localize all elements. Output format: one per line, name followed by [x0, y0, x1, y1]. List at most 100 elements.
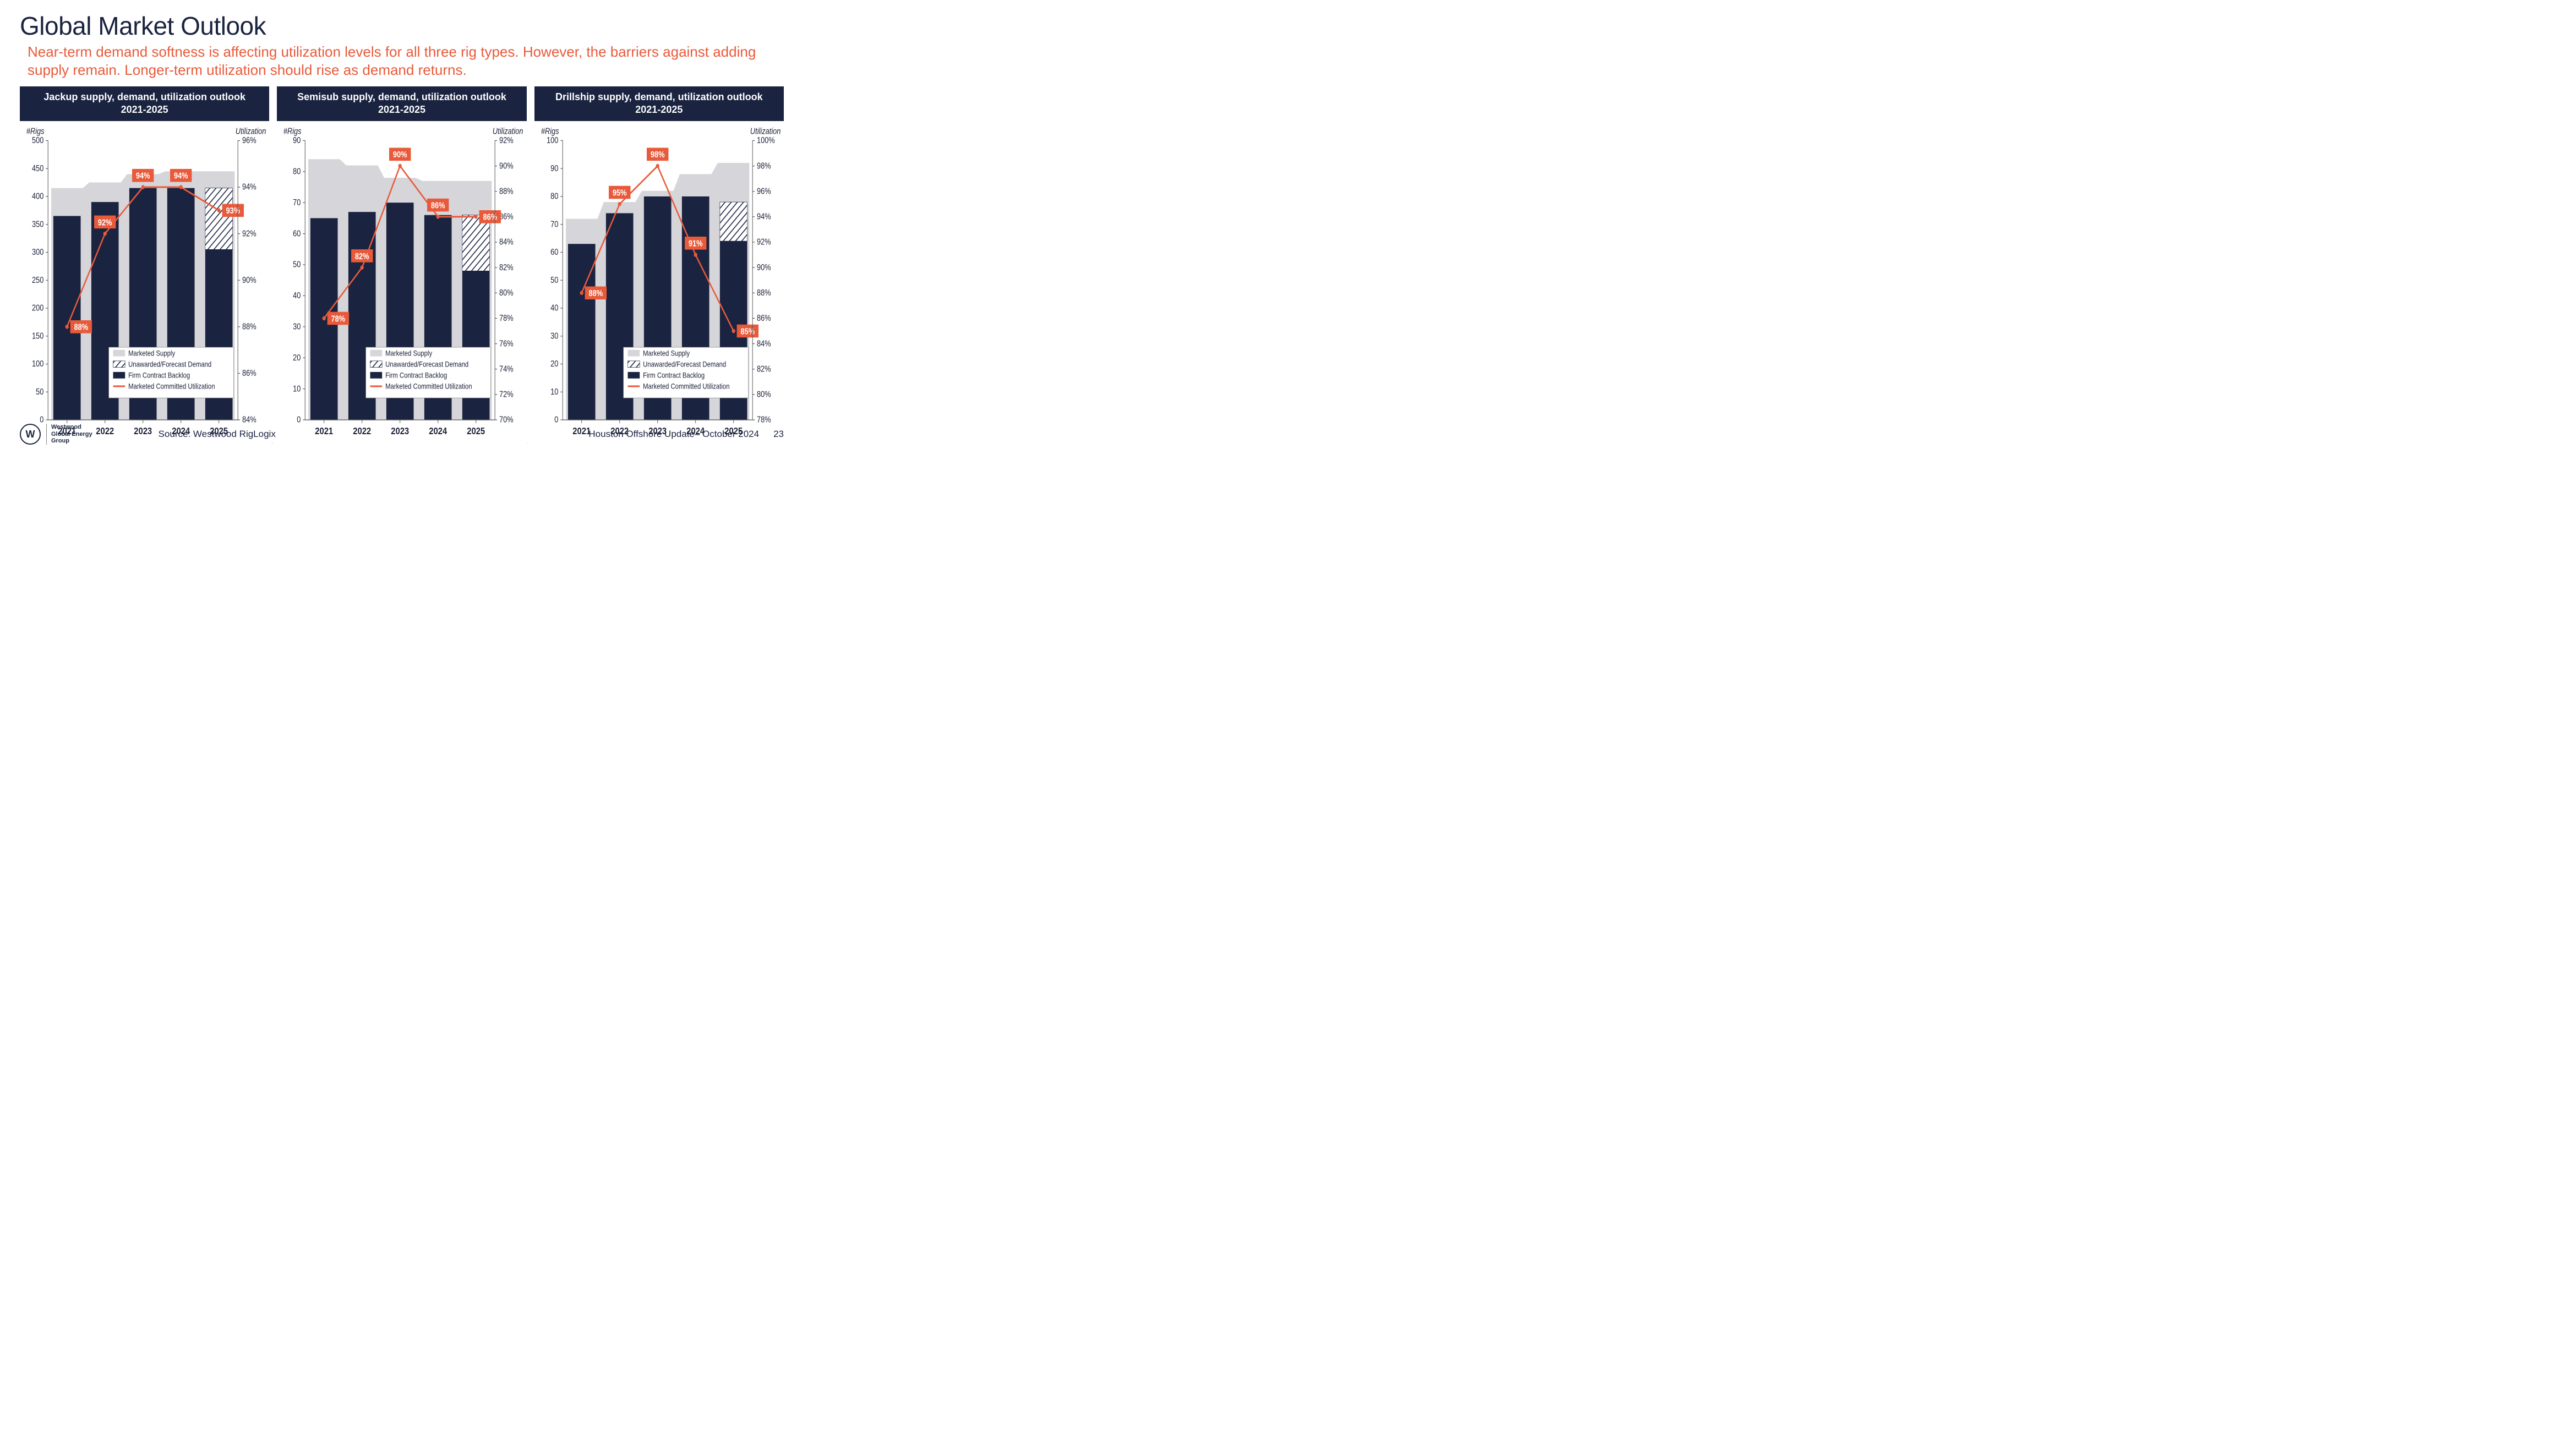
svg-text:150: 150 [32, 331, 43, 340]
svg-text:80%: 80% [499, 288, 514, 297]
svg-text:500: 500 [32, 135, 43, 145]
chart-title-jackup: Jackup supply, demand, utilization outlo… [20, 86, 269, 121]
svg-text:88%: 88% [74, 322, 89, 331]
svg-text:76%: 76% [499, 338, 514, 348]
svg-text:70: 70 [550, 219, 558, 228]
svg-text:Marketed Supply: Marketed Supply [385, 349, 433, 357]
svg-text:60: 60 [293, 228, 301, 238]
company-name: WestwoodGlobal EnergyGroup [46, 424, 92, 445]
svg-text:92%: 92% [242, 228, 256, 238]
svg-text:92%: 92% [98, 217, 112, 227]
svg-text:100: 100 [547, 135, 558, 145]
svg-text:96%: 96% [757, 186, 771, 195]
svg-text:98%: 98% [757, 161, 771, 170]
svg-text:82%: 82% [355, 251, 369, 260]
svg-text:82%: 82% [757, 364, 771, 373]
svg-text:Marketed Committed Utilization: Marketed Committed Utilization [128, 382, 215, 390]
svg-text:Unawarded/Forecast Demand: Unawarded/Forecast Demand [385, 360, 468, 368]
chart-panel-jackup: Jackup supply, demand, utilization outlo… [20, 86, 269, 446]
svg-text:20: 20 [550, 359, 558, 368]
svg-text:100%: 100% [757, 135, 775, 145]
svg-text:90%: 90% [393, 150, 407, 159]
svg-text:Marketed Committed Utilization: Marketed Committed Utilization [385, 382, 472, 390]
svg-text:86%: 86% [242, 368, 256, 378]
svg-text:94%: 94% [136, 171, 150, 180]
svg-text:78%: 78% [331, 314, 346, 323]
svg-text:88%: 88% [757, 288, 771, 297]
svg-text:94%: 94% [757, 211, 771, 221]
chart-panel-semisub: Semisub supply, demand, utilization outl… [277, 86, 526, 446]
company-logo: W WestwoodGlobal EnergyGroup [20, 424, 92, 445]
svg-text:78%: 78% [499, 313, 514, 322]
svg-text:74%: 74% [499, 364, 514, 373]
svg-text:92%: 92% [499, 135, 514, 145]
svg-text:50: 50 [293, 259, 301, 269]
svg-text:350: 350 [32, 219, 43, 228]
svg-text:250: 250 [32, 275, 43, 285]
svg-text:90%: 90% [242, 275, 256, 285]
svg-text:96%: 96% [242, 135, 256, 145]
svg-text:86%: 86% [431, 200, 445, 210]
svg-text:90: 90 [550, 163, 558, 173]
svg-text:91%: 91% [689, 238, 703, 248]
svg-text:400: 400 [32, 191, 43, 200]
footer: W WestwoodGlobal EnergyGroup Source: Wes… [0, 419, 804, 449]
svg-text:20: 20 [293, 353, 301, 362]
svg-text:Marketed Committed Utilization: Marketed Committed Utilization [643, 382, 729, 390]
event-label: Houston Offshore Update– October 2024 [588, 429, 759, 440]
svg-text:40: 40 [550, 303, 558, 312]
svg-text:88%: 88% [242, 321, 256, 331]
svg-text:86%: 86% [757, 313, 771, 322]
footer-right: Houston Offshore Update– October 2024 23 [588, 429, 784, 440]
chart-title-drillship: Drillship supply, demand, utilization ou… [534, 86, 784, 121]
svg-text:90: 90 [293, 135, 301, 145]
svg-text:90%: 90% [499, 161, 514, 170]
slide: Global Market Outlook Near-term demand s… [0, 0, 804, 452]
svg-text:70: 70 [293, 198, 301, 207]
svg-text:98%: 98% [651, 150, 665, 159]
svg-text:92%: 92% [757, 237, 771, 246]
svg-text:30: 30 [550, 331, 558, 340]
svg-text:88%: 88% [588, 288, 603, 298]
svg-text:100: 100 [32, 359, 43, 368]
svg-text:Utilization: Utilization [750, 126, 781, 135]
charts-row: Jackup supply, demand, utilization outlo… [20, 86, 784, 446]
svg-text:82%: 82% [499, 263, 514, 272]
svg-text:60: 60 [550, 247, 558, 256]
svg-text:88%: 88% [499, 186, 514, 195]
svg-text:450: 450 [32, 163, 43, 173]
svg-text:Unawarded/Forecast Demand: Unawarded/Forecast Demand [643, 360, 726, 368]
svg-text:90%: 90% [757, 263, 771, 272]
svg-text:50: 50 [36, 387, 43, 396]
svg-text:84%: 84% [499, 237, 514, 246]
page-number: 23 [773, 429, 784, 440]
svg-text:Firm Contract Backlog: Firm Contract Backlog [128, 371, 190, 379]
chart-body-semisub: #RigsUtilization010203040506070809070%72… [277, 121, 526, 446]
svg-text:50: 50 [550, 275, 558, 285]
svg-text:10: 10 [550, 387, 558, 396]
chart-panel-drillship: Drillship supply, demand, utilization ou… [534, 86, 784, 446]
svg-text:84%: 84% [757, 338, 771, 348]
svg-text:200: 200 [32, 303, 43, 312]
svg-text:72%: 72% [499, 389, 514, 398]
svg-text:#Rigs: #Rigs [26, 126, 45, 135]
svg-text:95%: 95% [613, 188, 627, 197]
svg-text:80%: 80% [757, 389, 771, 398]
svg-text:30: 30 [293, 321, 301, 331]
logo-mark-icon: W [20, 424, 41, 445]
svg-text:Marketed Supply: Marketed Supply [643, 349, 690, 357]
svg-text:94%: 94% [174, 171, 188, 180]
svg-text:Utilization: Utilization [236, 126, 266, 135]
page-subtitle: Near-term demand softness is affecting u… [28, 43, 784, 79]
svg-text:Firm Contract Backlog: Firm Contract Backlog [643, 371, 705, 379]
svg-text:300: 300 [32, 247, 43, 256]
svg-text:#Rigs: #Rigs [283, 126, 302, 135]
svg-text:80: 80 [550, 191, 558, 200]
chart-title-semisub: Semisub supply, demand, utilization outl… [277, 86, 526, 121]
svg-text:10: 10 [293, 384, 301, 393]
svg-text:94%: 94% [242, 182, 256, 191]
source-label: Source: Westwood RigLogix [159, 429, 276, 440]
chart-body-jackup: #RigsUtilization050100150200250300350400… [20, 121, 269, 446]
svg-text:40: 40 [293, 291, 301, 300]
svg-text:86%: 86% [499, 211, 514, 221]
